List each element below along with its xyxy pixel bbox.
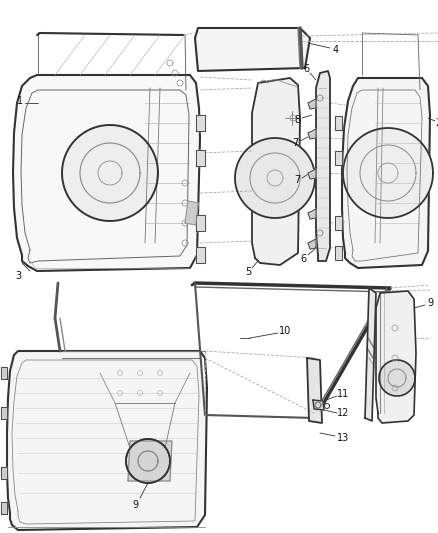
Polygon shape [335, 216, 342, 230]
Polygon shape [342, 78, 430, 268]
Polygon shape [308, 99, 316, 109]
Polygon shape [316, 71, 330, 261]
Polygon shape [196, 215, 205, 231]
Polygon shape [313, 400, 324, 410]
Text: 3: 3 [15, 271, 21, 281]
Text: 7: 7 [292, 138, 298, 148]
Polygon shape [308, 169, 316, 179]
Polygon shape [1, 467, 7, 479]
Polygon shape [307, 358, 322, 423]
Polygon shape [365, 288, 376, 421]
Text: 4: 4 [333, 45, 339, 55]
Text: 6: 6 [300, 254, 306, 264]
Polygon shape [1, 367, 7, 379]
Polygon shape [196, 150, 205, 166]
Polygon shape [379, 360, 415, 396]
Polygon shape [308, 239, 316, 249]
Text: 9: 9 [132, 500, 138, 510]
Polygon shape [128, 441, 172, 481]
Polygon shape [62, 125, 158, 221]
Polygon shape [196, 115, 205, 131]
Polygon shape [235, 138, 315, 218]
Polygon shape [343, 128, 433, 218]
Polygon shape [13, 75, 200, 271]
Text: 13: 13 [337, 433, 349, 443]
Text: 12: 12 [337, 408, 349, 418]
Text: 1: 1 [17, 96, 23, 106]
Text: 8: 8 [294, 115, 300, 125]
Text: 9: 9 [427, 298, 433, 308]
Polygon shape [252, 78, 300, 265]
Polygon shape [308, 129, 316, 139]
Polygon shape [1, 407, 7, 419]
Text: 10: 10 [279, 326, 291, 336]
Text: 2: 2 [435, 118, 438, 128]
Polygon shape [1, 502, 7, 514]
Polygon shape [335, 246, 342, 260]
Text: 5: 5 [245, 267, 251, 277]
Polygon shape [335, 151, 342, 165]
Polygon shape [195, 28, 310, 71]
Polygon shape [376, 291, 416, 423]
Polygon shape [126, 439, 170, 483]
Polygon shape [308, 209, 316, 219]
Polygon shape [335, 116, 342, 130]
Text: 7: 7 [294, 175, 300, 185]
Polygon shape [196, 247, 205, 263]
Polygon shape [7, 351, 207, 530]
Text: 11: 11 [337, 389, 349, 399]
Polygon shape [185, 201, 198, 225]
Text: 6: 6 [303, 64, 309, 74]
